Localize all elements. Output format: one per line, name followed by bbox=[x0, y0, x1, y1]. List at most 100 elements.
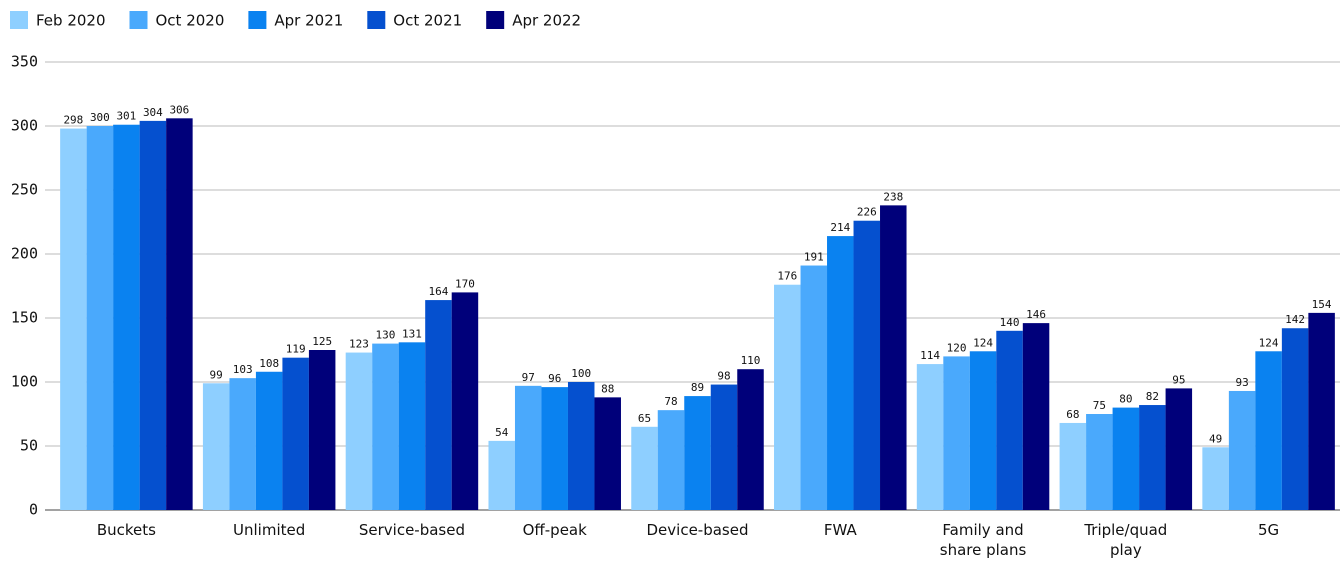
bar bbox=[202, 383, 230, 510]
bar bbox=[1022, 323, 1050, 510]
value-label: 176 bbox=[777, 270, 797, 283]
value-label: 82 bbox=[1146, 390, 1159, 403]
bar bbox=[1255, 351, 1282, 510]
bar bbox=[594, 397, 621, 510]
bar bbox=[1228, 390, 1256, 510]
bar bbox=[1202, 447, 1229, 510]
value-label: 95 bbox=[1172, 373, 1185, 386]
value-label: 98 bbox=[717, 370, 730, 383]
bar bbox=[880, 205, 907, 511]
value-label: 298 bbox=[63, 114, 83, 127]
bar bbox=[1086, 414, 1113, 510]
value-label: 123 bbox=[349, 338, 369, 351]
x-tick-label: Service-based bbox=[358, 521, 465, 539]
value-label: 226 bbox=[857, 206, 877, 219]
y-tick-label: 250 bbox=[11, 181, 38, 199]
value-label: 96 bbox=[548, 372, 561, 385]
y-tick-label: 50 bbox=[20, 437, 38, 455]
value-label: 120 bbox=[947, 341, 967, 354]
legend-swatch bbox=[367, 11, 386, 29]
bar bbox=[345, 352, 373, 510]
value-label: 49 bbox=[1209, 432, 1222, 445]
bar bbox=[1165, 388, 1193, 510]
bar bbox=[631, 426, 658, 510]
value-label: 170 bbox=[455, 277, 475, 290]
bar bbox=[567, 382, 595, 510]
value-label: 100 bbox=[571, 367, 591, 380]
legend-swatch bbox=[10, 11, 28, 29]
value-label: 214 bbox=[830, 221, 850, 234]
value-label: 93 bbox=[1235, 376, 1248, 389]
bar bbox=[372, 343, 399, 510]
bar bbox=[774, 284, 801, 510]
value-label: 103 bbox=[233, 363, 253, 376]
bar bbox=[514, 385, 542, 510]
legend-label: Apr 2021 bbox=[274, 12, 343, 30]
bar bbox=[1281, 328, 1309, 510]
bar bbox=[657, 410, 685, 510]
bar bbox=[398, 342, 426, 510]
value-label: 99 bbox=[210, 368, 223, 381]
y-tick-label: 100 bbox=[11, 373, 38, 391]
value-label: 54 bbox=[495, 426, 509, 439]
x-tick-label: Device-based bbox=[646, 521, 749, 539]
value-label: 301 bbox=[116, 110, 136, 123]
value-label: 164 bbox=[429, 285, 449, 298]
bar bbox=[229, 378, 256, 510]
bar bbox=[827, 236, 854, 510]
bar bbox=[684, 396, 711, 510]
value-label: 114 bbox=[920, 349, 940, 362]
x-tick-label: Triple/quad play bbox=[1084, 521, 1168, 559]
bar bbox=[113, 124, 140, 510]
value-label: 80 bbox=[1119, 393, 1132, 406]
x-tick-label: Family and share plans bbox=[939, 521, 1027, 559]
value-label: 65 bbox=[638, 412, 651, 425]
value-label: 238 bbox=[883, 190, 903, 203]
value-label: 142 bbox=[1285, 313, 1305, 326]
bar bbox=[139, 120, 167, 510]
bar bbox=[451, 292, 479, 510]
value-label: 304 bbox=[143, 106, 163, 119]
x-tick-label: Buckets bbox=[96, 521, 156, 539]
value-label: 306 bbox=[169, 103, 189, 116]
bar bbox=[541, 387, 568, 510]
value-label: 89 bbox=[691, 381, 704, 394]
value-label: 146 bbox=[1026, 308, 1046, 321]
bar bbox=[488, 440, 515, 510]
bar bbox=[166, 118, 193, 510]
y-tick-label: 200 bbox=[11, 245, 38, 263]
bar bbox=[1112, 407, 1140, 510]
value-label: 88 bbox=[601, 382, 614, 395]
value-label: 110 bbox=[741, 354, 761, 367]
value-label: 108 bbox=[259, 357, 279, 370]
bar bbox=[308, 350, 336, 510]
bar bbox=[255, 371, 283, 510]
bar bbox=[969, 351, 997, 510]
x-tick-label: Off-peak bbox=[522, 521, 587, 539]
value-label: 131 bbox=[402, 327, 422, 340]
value-label: 130 bbox=[376, 329, 396, 342]
value-label: 124 bbox=[1259, 336, 1279, 349]
legend-label: Oct 2020 bbox=[156, 12, 225, 30]
legend-label: Feb 2020 bbox=[36, 12, 106, 30]
value-label: 119 bbox=[286, 343, 306, 356]
value-label: 68 bbox=[1066, 408, 1079, 421]
x-tick-label: FWA bbox=[823, 521, 857, 539]
bar bbox=[916, 364, 944, 510]
bar bbox=[853, 220, 881, 510]
y-tick-label: 150 bbox=[11, 309, 38, 327]
legend-swatch bbox=[248, 11, 267, 29]
legend-swatch bbox=[129, 11, 148, 29]
bar bbox=[800, 265, 828, 510]
value-label: 75 bbox=[1093, 399, 1106, 412]
y-tick-label: 300 bbox=[11, 117, 38, 135]
bar bbox=[996, 330, 1023, 510]
bar bbox=[737, 369, 764, 510]
value-label: 140 bbox=[1000, 316, 1020, 329]
bar bbox=[282, 357, 309, 510]
value-label: 124 bbox=[973, 336, 993, 349]
value-label: 191 bbox=[804, 251, 824, 264]
value-label: 125 bbox=[312, 335, 332, 348]
value-label: 97 bbox=[522, 371, 535, 384]
